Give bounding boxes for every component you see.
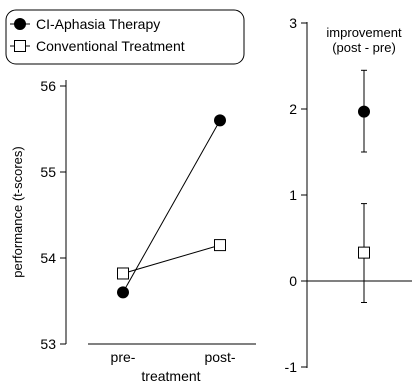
data-point [214, 239, 226, 252]
right-y-tick-label: -1 [285, 359, 298, 375]
left-chart: performance (t-scores) treatment 53 54 55 5… [10, 78, 256, 384]
legend-box [5, 9, 245, 65]
left-x-tick-label: post- [204, 349, 235, 365]
legend-circle-marker [14, 18, 26, 30]
data-point [117, 286, 129, 299]
series-line [122, 244, 221, 274]
left-y-tick-label: 55 [40, 164, 56, 180]
legend-label: CI-Aphasia Therapy [36, 16, 160, 32]
right-y-tick-label: 3 [289, 15, 297, 31]
data-point [117, 267, 129, 280]
right-y-tick-label: 2 [289, 101, 297, 117]
right-title-line: (post - pre) [332, 40, 396, 55]
series-line [122, 120, 221, 293]
left-y-tick-label: 54 [40, 250, 56, 266]
right-y-tick-label: 1 [289, 187, 297, 203]
left-y-tick-label: 56 [40, 78, 56, 94]
right-chart-title: improvement (post - pre) [326, 25, 402, 55]
right-y-tick-label: 0 [289, 273, 297, 289]
left-y-tick-label: 53 [40, 336, 56, 352]
legend-square-marker [14, 40, 26, 52]
improvement-point [358, 246, 370, 259]
right-title-line: improvement [326, 25, 402, 40]
legend: CI-Aphasia Therapy Conventional Treatment [10, 16, 185, 54]
left-x-label: treatment [141, 368, 200, 384]
data-point [214, 114, 226, 127]
right-chart: improvement (post - pre) -1 0 1 2 3 [285, 15, 412, 375]
left-y-label: performance (t-scores) [10, 146, 25, 277]
left-x-tick-label: pre- [111, 349, 136, 365]
improvement-point [358, 105, 370, 118]
legend-label: Conventional Treatment [36, 38, 185, 54]
